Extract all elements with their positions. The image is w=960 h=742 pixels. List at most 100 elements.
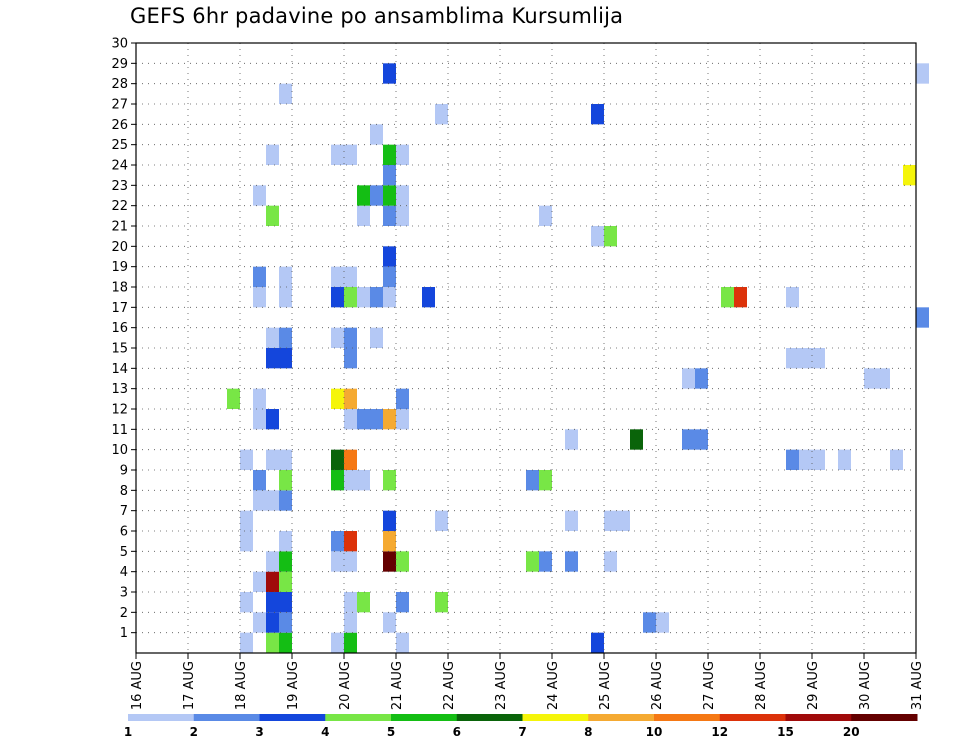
heatmap-cell: [591, 226, 604, 247]
heatmap-cell: [539, 470, 552, 491]
colorbar-swatch: [193, 714, 260, 721]
heatmap-cell: [344, 531, 357, 552]
heatmap-cell: [383, 470, 396, 491]
colorbar-swatch: [128, 714, 195, 721]
heatmap-cell: [864, 368, 877, 389]
y-tick-label: 10: [111, 443, 128, 458]
x-tick-label: 27 AUG: [702, 661, 717, 710]
colorbar-label: 12: [711, 725, 728, 739]
chart-title: GEFS 6hr padavine po ansamblima Kursumli…: [130, 4, 624, 28]
heatmap-cell: [331, 266, 344, 287]
x-axis: 16 AUG 17 AUG 18 AUG 19 AUG 20 AUG 21 AUG 22 A…: [130, 653, 925, 710]
heatmap-cell: [643, 612, 656, 633]
heatmap-cell: [383, 205, 396, 226]
heatmap-cell: [383, 246, 396, 267]
heatmap-cell: [370, 185, 383, 206]
cells-layer: [227, 63, 929, 653]
colorbar-swatch: [654, 714, 721, 721]
heatmap-cell: [370, 327, 383, 348]
colorbar-label: 8: [584, 725, 592, 739]
heatmap-cell: [383, 185, 396, 206]
heatmap-cell: [279, 327, 292, 348]
heatmap-cell: [266, 348, 279, 369]
colorbar-swatch: [522, 714, 589, 721]
heatmap-cell: [539, 205, 552, 226]
heatmap-cell: [838, 449, 851, 470]
heatmap-cell: [344, 388, 357, 409]
heatmap-cell: [565, 551, 578, 572]
colorbar-label: 20: [843, 725, 860, 739]
heatmap-cell: [383, 531, 396, 552]
heatmap-cell: [331, 449, 344, 470]
heatmap-cell: [812, 348, 825, 369]
y-tick-label: 30: [111, 37, 128, 52]
heatmap-cell: [396, 205, 409, 226]
y-tick-label: 6: [120, 525, 128, 540]
x-tick-label: 16 AUG: [130, 661, 145, 710]
y-tick-label: 23: [111, 179, 128, 194]
heatmap-cell: [370, 124, 383, 145]
heatmap-cell: [331, 327, 344, 348]
heatmap-cell: [344, 409, 357, 430]
heatmap-cell: [422, 287, 435, 308]
heatmap-cell: [344, 287, 357, 308]
heatmap-cell: [396, 632, 409, 653]
heatmap-cell: [253, 612, 266, 633]
colorbar-label: 5: [387, 725, 395, 739]
x-tick-label: 17 AUG: [182, 661, 197, 710]
heatmap-cell: [253, 470, 266, 491]
heatmap-cell: [266, 449, 279, 470]
heatmap-cell: [383, 409, 396, 430]
heatmap-cell: [435, 104, 448, 125]
y-tick-label: 22: [111, 199, 128, 214]
heatmap-cell: [734, 287, 747, 308]
heatmap-cell: [695, 368, 708, 389]
heatmap-cell: [591, 632, 604, 653]
heatmap-cell: [331, 531, 344, 552]
heatmap-cell: [279, 632, 292, 653]
heatmap-cell: [396, 185, 409, 206]
heatmap-cell: [604, 510, 617, 531]
heatmap-cell: [591, 104, 604, 125]
heatmap-cell: [565, 510, 578, 531]
heatmap-cell: [266, 632, 279, 653]
heatmap-cell: [565, 429, 578, 450]
heatmap-cell: [266, 327, 279, 348]
colorbar-label: 2: [190, 725, 198, 739]
heatmap-cell: [253, 266, 266, 287]
y-tick-label: 3: [120, 586, 128, 601]
heatmap-cell: [916, 307, 929, 328]
heatmap-cell: [786, 449, 799, 470]
heatmap-cell: [786, 287, 799, 308]
y-tick-label: 9: [120, 464, 128, 479]
colorbar-label: 6: [453, 725, 461, 739]
heatmap-cell: [630, 429, 643, 450]
y-tick-label: 18: [111, 281, 128, 296]
heatmap-cell: [370, 409, 383, 430]
heatmap-cell: [344, 592, 357, 613]
y-tick-label: 13: [111, 382, 128, 397]
heatmap-cell: [682, 368, 695, 389]
colorbar-label: 10: [646, 725, 663, 739]
heatmap-cell: [357, 409, 370, 430]
heatmap-cell: [357, 205, 370, 226]
heatmap-cell: [331, 287, 344, 308]
heatmap-cell: [331, 144, 344, 165]
heatmap-cell: [344, 470, 357, 491]
x-tick-label: 29 AUG: [806, 661, 821, 710]
y-tick-label: 5: [120, 545, 128, 560]
y-tick-label: 1: [120, 626, 128, 641]
x-tick-label: 25 AUG: [598, 661, 613, 710]
heatmap-cell: [279, 266, 292, 287]
heatmap-cell: [279, 470, 292, 491]
y-tick-label: 15: [111, 342, 128, 357]
x-tick-label: 20 AUG: [338, 661, 353, 710]
heatmap-cell: [344, 327, 357, 348]
y-tick-label: 8: [120, 484, 128, 499]
colorbar: 1 2 3 4 5 6 7 8 10 12 15 20: [124, 714, 918, 739]
x-tick-label: 22 AUG: [442, 661, 457, 710]
y-tick-label: 17: [111, 301, 128, 316]
heatmap-cell: [357, 592, 370, 613]
colorbar-swatch: [719, 714, 786, 721]
